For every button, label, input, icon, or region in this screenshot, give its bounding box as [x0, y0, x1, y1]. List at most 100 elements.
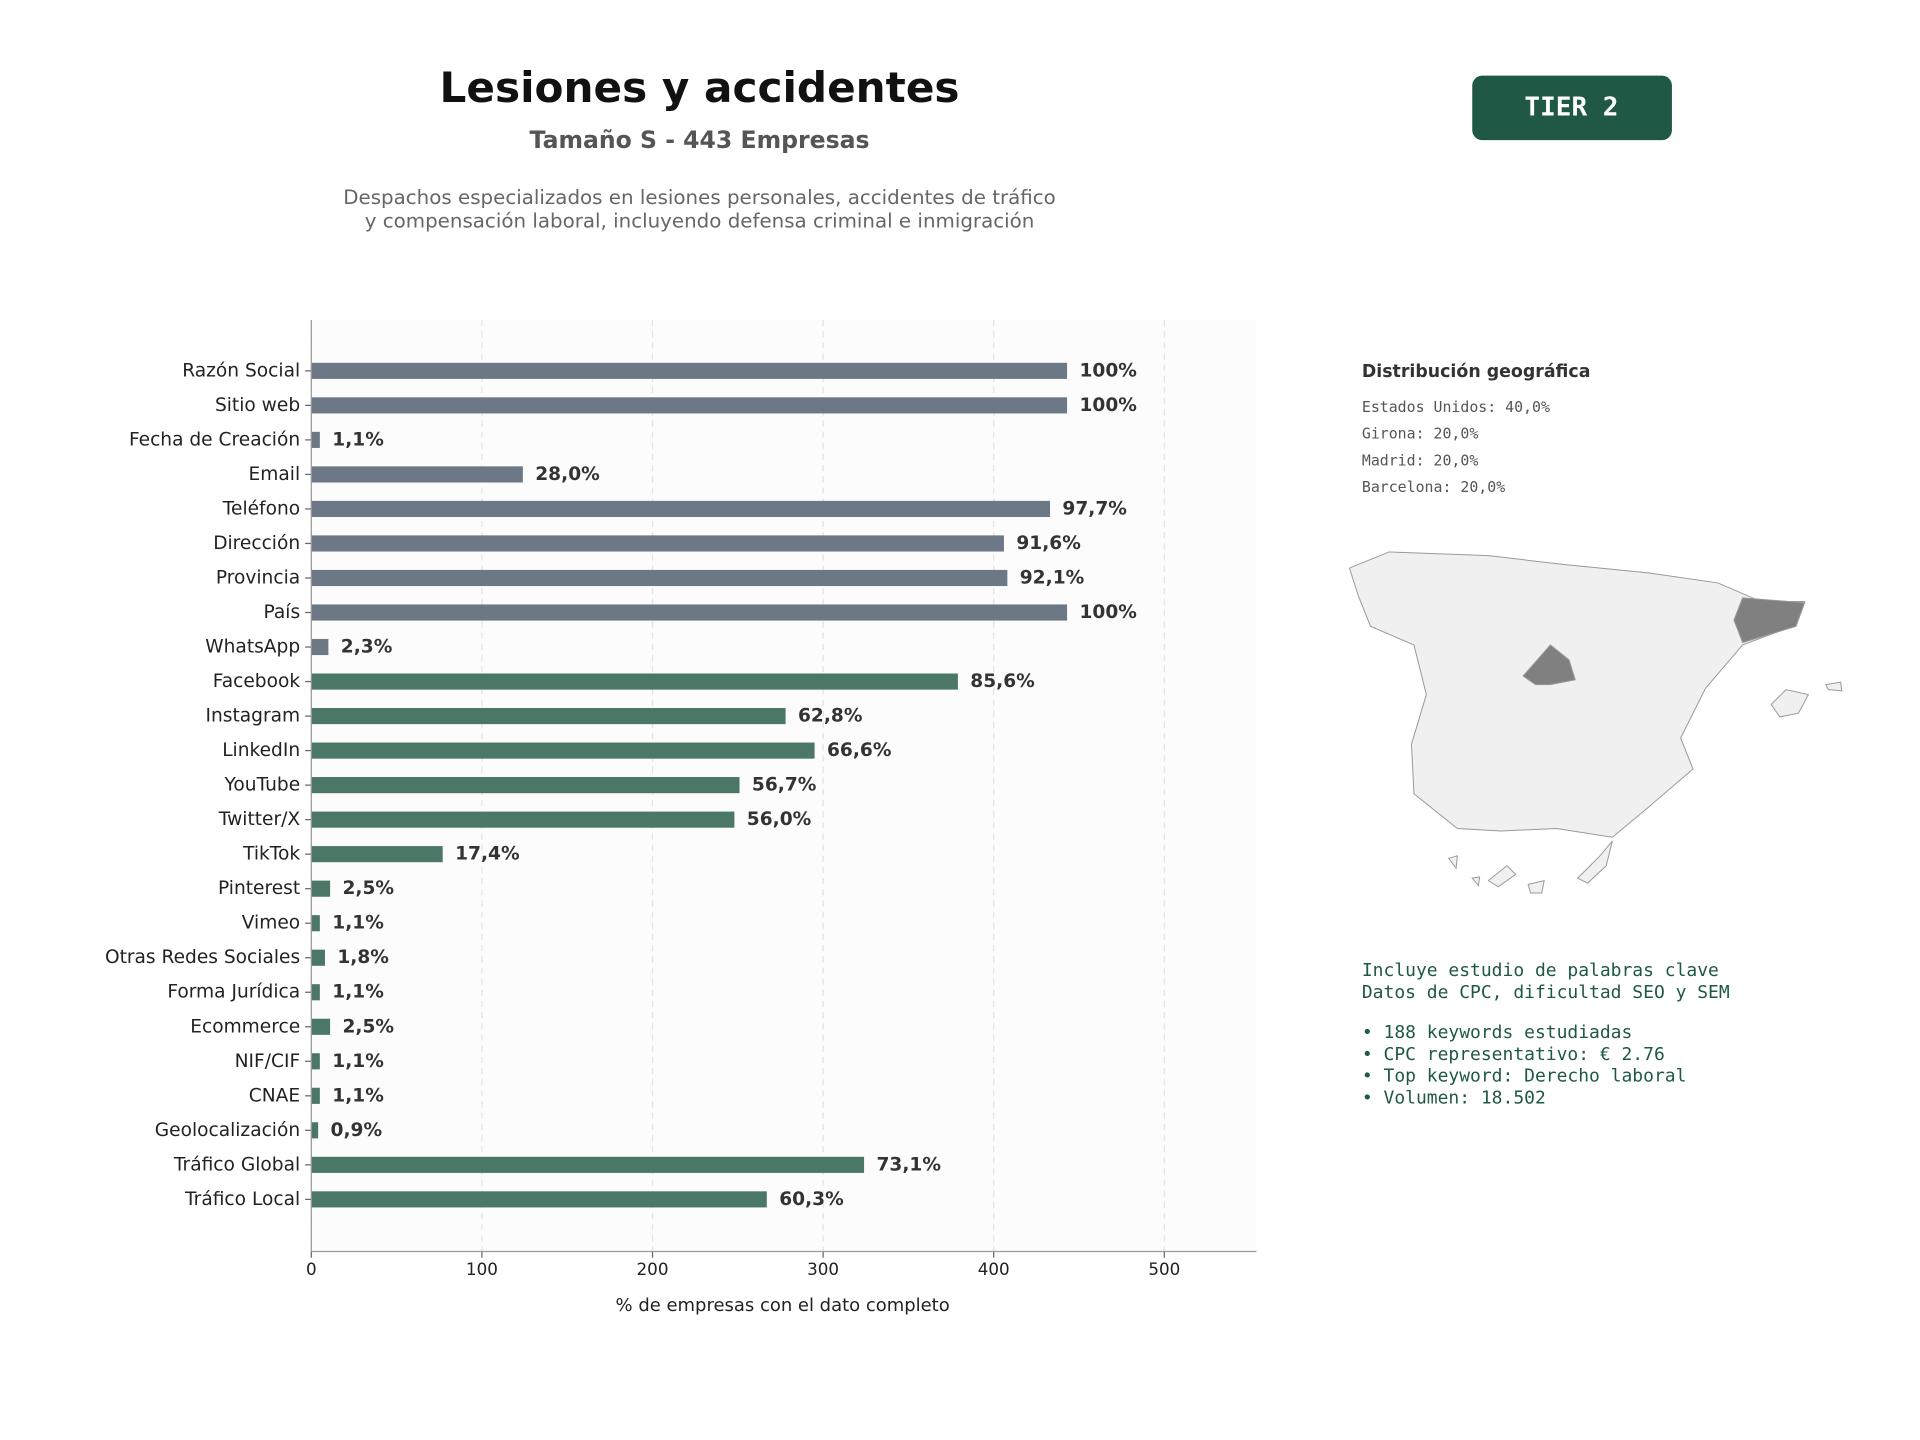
y-tick-label: Email: [249, 464, 301, 485]
bar: [311, 431, 320, 448]
geo-item: Estados Unidos: 40,0%: [1362, 398, 1550, 416]
y-tick-label: Tráfico Global: [173, 1154, 300, 1175]
chart-subtitle: Tamaño S - 443 Empresas: [530, 126, 870, 154]
x-tick-label: 0: [306, 1259, 317, 1279]
y-tick-label: Pinterest: [218, 878, 300, 899]
value-label: 85,6%: [970, 671, 1035, 692]
keyword-line: Incluye estudio de palabras clave: [1362, 960, 1719, 981]
bar: [311, 846, 443, 863]
value-label: 100%: [1079, 360, 1137, 381]
x-tick-label: 300: [807, 1259, 839, 1279]
highlight-catalonia: [1733, 597, 1806, 644]
y-tick-label: Forma Jurídica: [167, 982, 300, 1003]
x-axis-label: % de empresas con el dato completo: [616, 1295, 950, 1316]
bar: [311, 984, 320, 1001]
y-tick-label: WhatsApp: [205, 637, 300, 658]
value-label: 73,1%: [876, 1154, 941, 1175]
value-label: 100%: [1079, 395, 1137, 416]
spain-mainland: [1348, 551, 1806, 838]
y-tick-label: TikTok: [242, 844, 300, 865]
bar: [311, 535, 1004, 552]
value-label: 1,8%: [337, 947, 389, 968]
y-tick-label: Provincia: [216, 567, 300, 588]
y-tick-label: Razón Social: [182, 360, 300, 381]
value-label: 0,9%: [331, 1120, 383, 1141]
value-label: 66,6%: [827, 740, 892, 761]
bar: [311, 708, 786, 725]
y-tick-label: Teléfono: [222, 498, 300, 519]
chart-title: Lesiones y accidentes: [440, 63, 960, 112]
bar: [311, 1191, 767, 1208]
bar: [311, 1156, 865, 1173]
menorca: [1824, 681, 1843, 692]
keyword-bullet: • CPC representativo: € 2.76: [1362, 1044, 1665, 1065]
keyword-bullet: • Top keyword: Derecho laboral: [1362, 1066, 1687, 1087]
bar: [311, 811, 735, 828]
y-tick-label: Instagram: [206, 706, 301, 727]
bar: [311, 604, 1068, 621]
description: y compensación laboral, incluyendo defen…: [365, 210, 1035, 233]
bar: [311, 742, 815, 759]
bar: [311, 638, 329, 656]
keyword-line: Datos de CPC, dificultad SEO y SEM: [1362, 982, 1730, 1003]
badge-label: TIER 2: [1524, 92, 1618, 122]
y-tick-label: Fecha de Creación: [129, 429, 300, 450]
value-label: 60,3%: [779, 1189, 844, 1210]
value-label: 100%: [1079, 602, 1137, 623]
keyword-bullet: • Volumen: 18.502: [1362, 1087, 1546, 1108]
badge: [1472, 75, 1672, 141]
x-tick-label: 200: [637, 1259, 669, 1279]
x-tick-label: 400: [978, 1259, 1010, 1279]
value-label: 1,1%: [332, 429, 384, 450]
bar: [311, 1053, 320, 1070]
y-tick-label: NIF/CIF: [235, 1051, 301, 1072]
y-tick-label: Facebook: [213, 671, 301, 692]
bar: [311, 880, 331, 897]
bar: [311, 915, 320, 932]
y-tick-label: Dirección: [213, 533, 300, 554]
keyword-bullet: • 188 keywords estudiadas: [1362, 1022, 1632, 1043]
value-label: 28,0%: [535, 464, 600, 485]
value-label: 56,7%: [752, 775, 817, 796]
bar: [311, 362, 1068, 379]
geo-item: Girona: 20,0%: [1362, 425, 1478, 443]
value-label: 2,5%: [342, 878, 394, 899]
y-tick-label: Tráfico Local: [184, 1189, 300, 1210]
bar: [311, 673, 958, 690]
value-label: 1,1%: [332, 1051, 384, 1072]
y-tick-label: Geolocalización: [155, 1120, 300, 1141]
geo-item: Barcelona: 20,0%: [1362, 478, 1505, 496]
bar: [311, 1018, 331, 1035]
bar: [311, 397, 1068, 414]
y-tick-label: Ecommerce: [190, 1016, 300, 1037]
bar: [311, 1122, 319, 1139]
bar: [311, 777, 740, 794]
bar: [311, 1087, 320, 1104]
x-tick-label: 100: [466, 1259, 498, 1279]
x-tick-label: 500: [1148, 1259, 1180, 1279]
value-label: 56,0%: [747, 809, 812, 830]
map: [1348, 551, 1843, 894]
value-label: 62,8%: [798, 706, 863, 727]
y-tick-label: CNAE: [249, 1085, 300, 1106]
value-label: 1,1%: [332, 913, 384, 934]
geo-item: Madrid: 20,0%: [1362, 451, 1478, 469]
y-tick-label: LinkedIn: [222, 740, 300, 761]
bar: [311, 500, 1051, 518]
value-label: 17,4%: [455, 844, 520, 865]
highlight-madrid: [1522, 644, 1576, 686]
y-tick-label: Vimeo: [242, 913, 300, 934]
value-label: 1,1%: [332, 982, 384, 1003]
canarias: [1447, 840, 1613, 894]
value-label: 92,1%: [1020, 567, 1085, 588]
value-label: 91,6%: [1016, 533, 1081, 554]
y-tick-label: Sitio web: [215, 395, 300, 416]
y-tick-label: Twitter/X: [218, 809, 301, 830]
plot: 0 100 200 300 400 500 Razón Social 100% Sitio we…: [105, 320, 1180, 1279]
baleares: [1770, 689, 1810, 718]
value-label: 2,5%: [342, 1016, 394, 1037]
value-label: 97,7%: [1062, 498, 1127, 519]
bar: [311, 569, 1008, 587]
